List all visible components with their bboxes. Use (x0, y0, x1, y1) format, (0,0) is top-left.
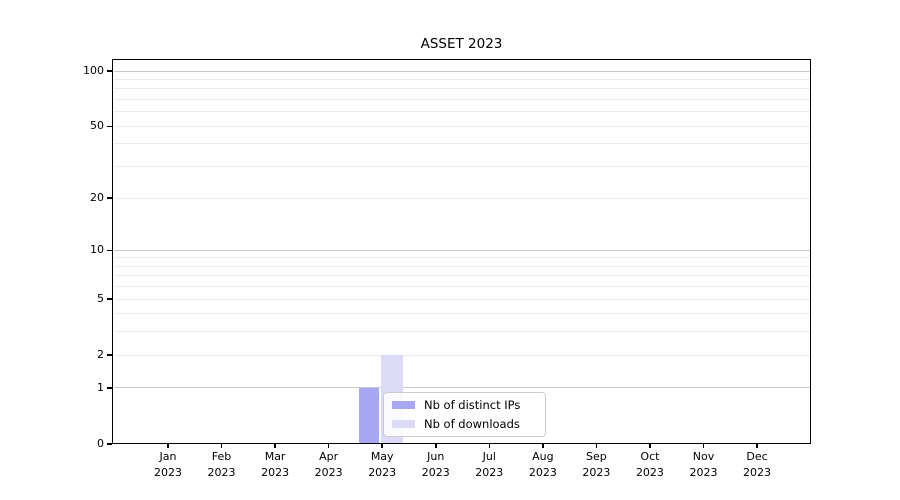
gridline (113, 79, 810, 81)
x-tick-label: Apr 2023 (314, 450, 343, 479)
x-tick-label: Dec 2023 (743, 450, 772, 479)
gridline (113, 88, 810, 90)
gridline (113, 275, 810, 277)
y-tick-label: 1 (97, 380, 104, 394)
y-axis-tick (107, 387, 112, 389)
x-axis-tick (220, 444, 223, 448)
y-tick-label: 100 (83, 64, 104, 78)
y-axis-tick (107, 298, 112, 300)
y-tick-label: 0 (97, 437, 104, 450)
gridline (113, 99, 810, 101)
y-axis-tick (107, 125, 112, 128)
gridline (113, 143, 810, 145)
legend: Nb of distinct IPs Nb of downloads (383, 392, 546, 437)
x-axis-tick (649, 444, 651, 448)
y-tick-label: 2 (97, 348, 104, 362)
x-axis-tick (167, 444, 169, 448)
x-axis-tick (542, 444, 544, 448)
gridline (113, 125, 810, 127)
y-axis-tick (107, 70, 112, 72)
gridline (113, 331, 810, 333)
plot-area (112, 59, 811, 444)
y-axis-tick (107, 197, 112, 199)
x-axis-tick (274, 444, 276, 448)
gridline (113, 298, 810, 300)
x-tick-label: Sep 2023 (582, 450, 611, 479)
gridline (113, 286, 810, 288)
legend-swatch-icon (392, 420, 415, 428)
x-tick-label: Nov 2023 (689, 450, 718, 479)
y-axis-tick (107, 354, 112, 356)
legend-swatch-icon (392, 401, 415, 409)
x-axis-tick (702, 444, 705, 448)
legend-label: Nb of downloads (424, 417, 520, 431)
x-tick-label: Mar 2023 (261, 450, 290, 479)
x-axis-tick (327, 444, 330, 448)
x-axis-tick (595, 444, 598, 448)
bar-distinct-ips (359, 387, 379, 443)
x-tick-label: Aug 2023 (528, 450, 557, 479)
x-tick-label: Feb 2023 (207, 450, 236, 479)
gridline (113, 70, 810, 72)
y-tick-label: 5 (97, 292, 104, 306)
legend-item: Nb of downloads (392, 417, 537, 431)
gridline (113, 387, 810, 389)
chart-title: ASSET 2023 (420, 36, 503, 52)
x-axis-tick (435, 444, 437, 448)
x-tick-label: May 2023 (368, 450, 397, 479)
gridline (113, 265, 810, 267)
x-tick-label: Jun 2023 (421, 450, 450, 479)
gridline (113, 354, 810, 356)
y-tick-label: 20 (90, 191, 104, 204)
x-axis-tick (381, 444, 383, 448)
gridline (113, 166, 810, 168)
x-tick-label: Jan 2023 (154, 450, 182, 479)
y-axis-tick (107, 443, 112, 445)
x-axis-tick (488, 444, 491, 448)
y-tick-label: 10 (90, 243, 104, 257)
y-axis-tick (107, 249, 112, 251)
gridline (113, 313, 810, 315)
y-tick-label: 50 (90, 119, 104, 133)
gridline (113, 197, 810, 199)
legend-label: Nb of distinct IPs (424, 398, 521, 412)
x-tick-label: Oct 2023 (635, 450, 664, 479)
x-tick-label: Jul 2023 (475, 450, 504, 479)
x-axis-tick (756, 444, 758, 448)
gridline (113, 257, 810, 259)
legend-item: Nb of distinct IPs (392, 398, 537, 412)
gridline (113, 111, 810, 113)
gridline (113, 249, 810, 251)
